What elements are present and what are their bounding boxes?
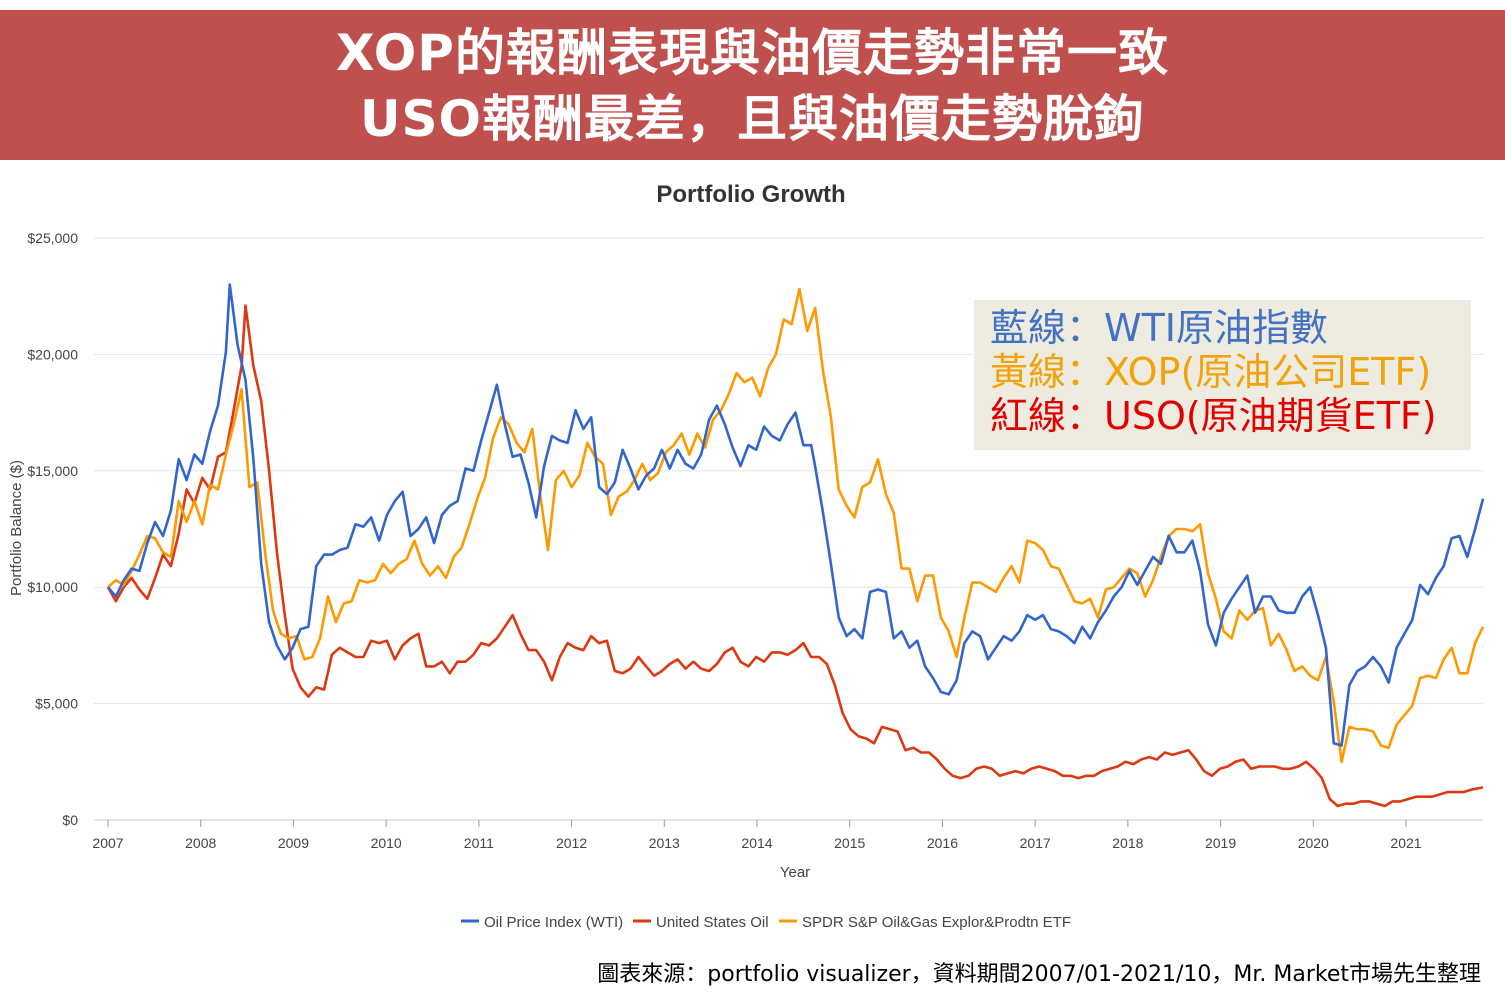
annotation-row-prefix: 紅線：	[990, 394, 1105, 438]
y-tick-label: $10,000	[27, 579, 78, 595]
x-tick-label: 2011	[464, 835, 494, 851]
y-tick-label: $25,000	[27, 230, 78, 246]
series-line-0	[107, 283, 1485, 747]
annotation-row: 紅線：USO(原油期貨ETF)	[990, 394, 1455, 438]
x-tick-label: 2008	[185, 835, 216, 851]
annotation-row-text: WTI原油指數	[1104, 306, 1329, 350]
x-tick-label: 2014	[741, 835, 772, 851]
chart-title: Portfolio Growth	[656, 181, 845, 208]
x-tick-label: 2016	[927, 835, 958, 851]
y-tick-label: $20,000	[27, 346, 78, 362]
legend-label: SPDR S&P Oil&Gas Explor&Prodtn ETF	[802, 914, 1071, 931]
banner-title-line-2: USO報酬最差，且與油價走勢脫鉤	[359, 90, 1146, 148]
x-tick-label: 2019	[1205, 835, 1236, 851]
series-line-1	[106, 304, 1484, 808]
x-tick-label: 2020	[1298, 835, 1329, 851]
y-axis-label: Portfolio Balance ($)	[8, 460, 25, 596]
line-color-annotation: 藍線：WTI原油指數 黃線：XOP(原油公司ETF) 紅線：USO(原油期貨ETF)	[974, 300, 1471, 450]
x-tick-label: 2017	[1020, 835, 1051, 851]
x-tick-label: 2010	[371, 835, 402, 851]
y-tick-label: $5,000	[35, 696, 78, 712]
annotation-row-text: XOP(原油公司ETF)	[1104, 350, 1432, 394]
x-axis-ticks: 2007 2008 2009 2010 2011 2012 2013 2014 2015 2016…	[92, 820, 1422, 851]
x-axis-label: Year	[780, 864, 810, 881]
x-tick-label: 2012	[556, 835, 587, 851]
y-tick-label: $15,000	[27, 463, 78, 479]
x-tick-label: 2013	[649, 835, 680, 851]
title-banner: XOP的報酬表現與油價走勢非常一致 USO報酬最差，且與油價走勢脫鉤	[0, 10, 1505, 160]
source-note: 圖表來源：portfolio visualizer，資料期間2007/01-20…	[597, 962, 1481, 987]
annotation-row: 黃線：XOP(原油公司ETF)	[990, 350, 1455, 394]
banner-title-line-1: XOP的報酬表現與油價走勢非常一致	[336, 24, 1169, 82]
annotation-row-text: USO(原油期貨ETF)	[1104, 394, 1437, 438]
x-tick-label: 2021	[1390, 835, 1421, 851]
annotation-row-prefix: 藍線：	[990, 306, 1105, 350]
x-tick-label: 2007	[92, 835, 123, 851]
x-tick-label: 2018	[1112, 835, 1143, 851]
legend: Oil Price Index (WTI) United States Oil SP…	[461, 914, 1071, 931]
annotation-row-prefix: 黃線：	[990, 350, 1105, 394]
y-tick-label: $0	[62, 812, 78, 828]
x-tick-label: 2009	[278, 835, 309, 851]
legend-label: United States Oil	[656, 914, 769, 931]
x-tick-label: 2015	[834, 835, 865, 851]
annotation-row: 藍線：WTI原油指數	[990, 306, 1455, 350]
legend-label: Oil Price Index (WTI)	[484, 914, 623, 931]
y-axis-ticks: $0 $5,000 $10,000 $15,000 $20,000 $25,000	[27, 230, 78, 828]
series-lines	[106, 283, 1485, 808]
